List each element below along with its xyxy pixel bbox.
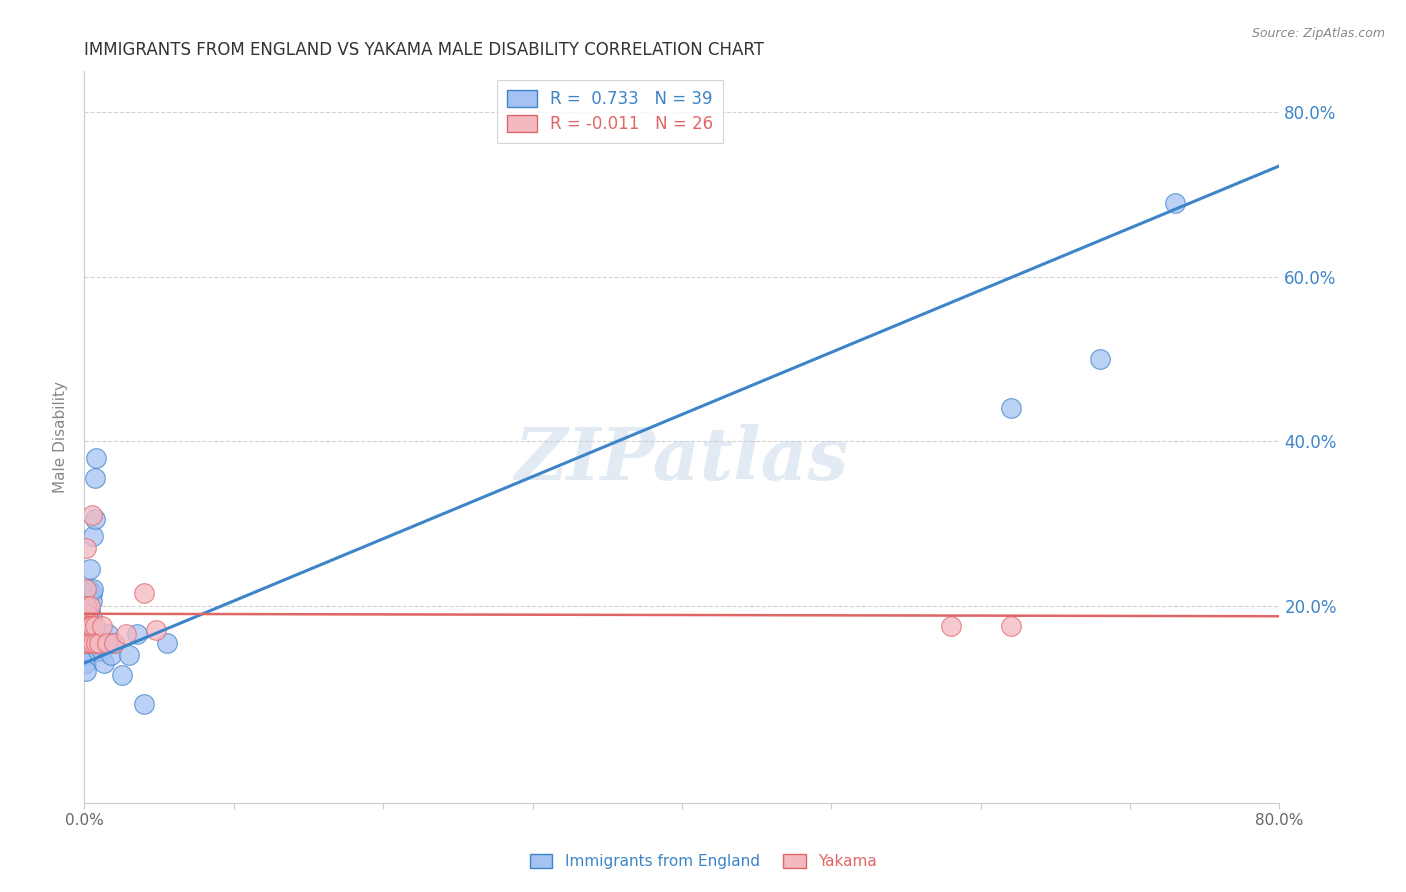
Point [77, 635, 100, 649]
Point [87, 644, 110, 658]
Point [939, 619, 962, 633]
Point [86, 635, 108, 649]
Point [103, 635, 125, 649]
Point [76, 635, 98, 649]
Point [77, 591, 100, 605]
Point [91, 644, 114, 658]
Point [82, 529, 104, 543]
Point [1000, 619, 1022, 633]
Legend: Immigrants from England, Yakama: Immigrants from England, Yakama [523, 848, 883, 875]
Point [75, 665, 97, 679]
Text: Source: ZipAtlas.com: Source: ZipAtlas.com [1251, 27, 1385, 40]
Point [80, 594, 103, 608]
Point [79, 619, 101, 633]
Point [75, 582, 97, 596]
Point [80, 611, 103, 625]
Point [77, 619, 100, 633]
Point [1000, 401, 1022, 416]
Point [75, 648, 97, 662]
Point [82, 635, 104, 649]
Point [76, 644, 98, 658]
Point [75, 656, 97, 670]
Point [93, 656, 115, 670]
Point [89, 635, 111, 649]
Point [77, 615, 100, 629]
Point [118, 648, 141, 662]
Point [89, 635, 111, 649]
Point [80, 619, 103, 633]
Point [79, 561, 101, 575]
Point [75, 635, 97, 649]
Point [75, 599, 97, 613]
Point [77, 635, 100, 649]
Point [103, 635, 125, 649]
Point [83, 512, 105, 526]
Point [79, 635, 101, 649]
Legend: R =  0.733   N = 39, R = -0.011   N = 26: R = 0.733 N = 39, R = -0.011 N = 26 [496, 79, 724, 143]
Point [77, 632, 100, 646]
Point [80, 586, 103, 600]
Point [111, 668, 134, 682]
Point [75, 541, 97, 555]
Point [76, 619, 98, 633]
Point [155, 635, 177, 649]
Point [79, 602, 101, 616]
Point [91, 619, 114, 633]
Point [1090, 351, 1112, 366]
Point [132, 697, 156, 711]
Point [145, 624, 167, 638]
Point [79, 599, 101, 613]
Text: IMMIGRANTS FROM ENGLAND VS YAKAMA MALE DISABILITY CORRELATION CHART: IMMIGRANTS FROM ENGLAND VS YAKAMA MALE D… [84, 41, 765, 59]
Point [132, 586, 156, 600]
Point [76, 607, 98, 621]
Point [96, 635, 118, 649]
Text: ZIPatlas: ZIPatlas [515, 424, 849, 494]
Point [1164, 195, 1187, 210]
Point [100, 648, 122, 662]
Point [77, 582, 100, 596]
Y-axis label: Male Disability: Male Disability [53, 381, 69, 493]
Point [86, 450, 108, 465]
Point [82, 582, 104, 596]
Point [80, 508, 103, 523]
Point [76, 619, 98, 633]
Point [125, 627, 148, 641]
Point [76, 607, 98, 621]
Point [115, 627, 138, 641]
Point [76, 635, 98, 649]
Point [96, 635, 118, 649]
Point [79, 619, 101, 633]
Point [83, 619, 105, 633]
Point [83, 471, 105, 485]
Point [97, 627, 120, 641]
